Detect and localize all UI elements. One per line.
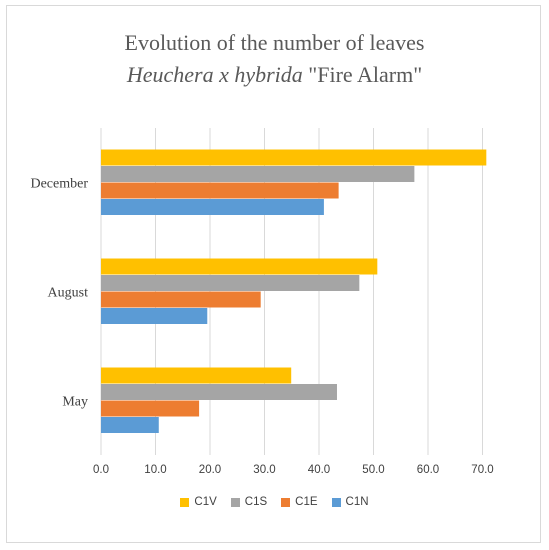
category-label: May [62, 395, 88, 410]
legend-item: C1S [230, 496, 268, 508]
bar-c1v [101, 149, 487, 166]
chart-title: Evolution of the number of leaves [124, 30, 425, 55]
bar-c1n [101, 308, 208, 324]
legend-label: C1E [295, 496, 318, 508]
bar-c1e [101, 400, 200, 417]
x-tick-label: 70.0 [471, 464, 493, 476]
x-tick-label: 60.0 [417, 464, 439, 476]
bar-c1s [101, 384, 337, 400]
legend-label: C1N [345, 496, 369, 508]
x-tick-label: 0.0 [93, 464, 109, 476]
category-label: August [48, 286, 89, 301]
legend-swatch [281, 497, 291, 507]
chart-subtitle: Heuchera x hybrida "Fire Alarm" [0, 62, 549, 88]
bar-c1e [101, 182, 339, 199]
legend-label: C1V [194, 496, 217, 508]
category-label: December [30, 177, 88, 192]
bar-c1s [101, 275, 360, 291]
legend-item: C1V [180, 496, 217, 508]
chart-subtitle-cultivar: "Fire Alarm" [308, 62, 423, 87]
x-tick-label: 50.0 [362, 464, 384, 476]
legend-item: C1E [281, 496, 318, 508]
bar-c1v [101, 258, 378, 275]
bar-c1s [101, 166, 415, 182]
bar-c1v [101, 367, 292, 384]
legend-swatch [331, 497, 341, 507]
bar-c1n [101, 199, 324, 215]
bar-c1e [101, 291, 261, 308]
chart-subtitle-species: Heuchera x hybrida [126, 62, 303, 87]
legend-item: C1N [331, 496, 369, 508]
legend-label: C1S [244, 496, 268, 508]
legend-swatch [180, 497, 190, 507]
chart-legend: C1V C1S C1E C1N [0, 496, 549, 508]
x-tick-label: 10.0 [144, 464, 166, 476]
bar-c1n [101, 417, 159, 433]
x-tick-label: 20.0 [199, 464, 221, 476]
x-tick-label: 30.0 [253, 464, 275, 476]
x-tick-label: 40.0 [308, 464, 330, 476]
legend-swatch [230, 497, 240, 507]
